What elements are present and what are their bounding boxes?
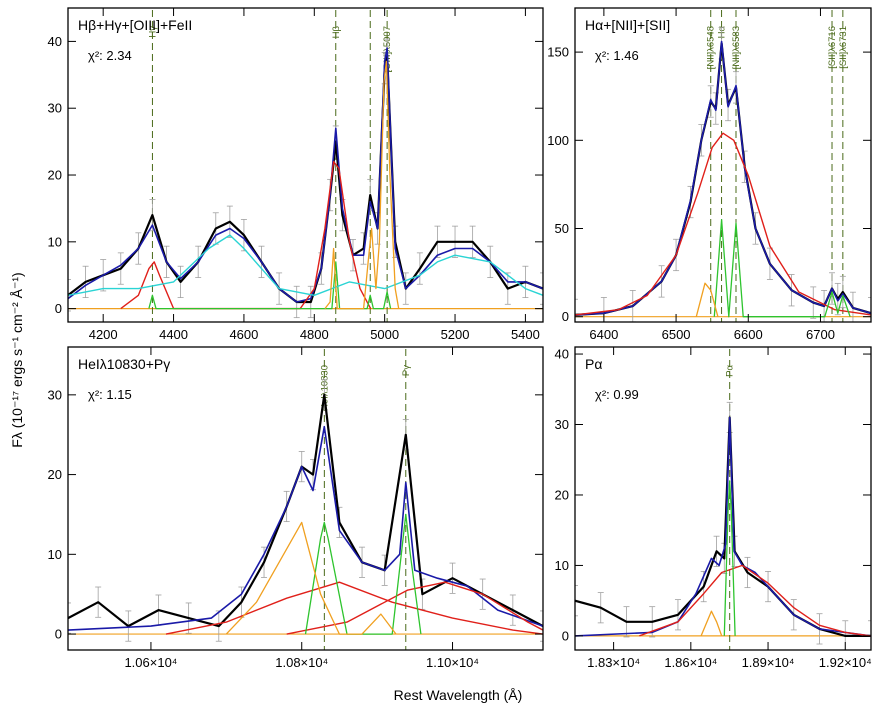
y-tick-label: 150 xyxy=(547,45,569,60)
series-broad-line xyxy=(575,132,871,316)
series-feii-line xyxy=(68,234,543,296)
plot-area xyxy=(575,401,871,650)
chi-squared-label: χ²: 0.99 xyxy=(595,387,639,402)
y-tick-label: 0 xyxy=(55,301,62,316)
panel-frame xyxy=(574,346,872,651)
y-tick-label: 0 xyxy=(55,627,62,642)
x-tick-label: 4200 xyxy=(89,327,118,342)
y-tick-label: 10 xyxy=(555,558,569,573)
plot-area xyxy=(68,379,543,642)
series-oiii_wing-line xyxy=(695,282,719,317)
line-marker-label: [SII]λ6716 xyxy=(827,26,838,69)
y-tick-label: 20 xyxy=(48,467,62,482)
panel-3: HeIλ10830 Pγ 1.06×10⁴ 1.08×10⁴ 1.10×10⁴ 0 10 20… xyxy=(48,346,544,670)
line-marker-label: HeIλ10830 xyxy=(319,365,330,411)
series-broad-line xyxy=(165,581,543,635)
y-tick-label: 0 xyxy=(562,309,569,324)
series-narrow-line xyxy=(713,219,851,318)
x-tick-label: 1.92×10⁴ xyxy=(819,655,872,670)
y-tick-label: 30 xyxy=(48,101,62,116)
chi-squared-label: χ²: 1.46 xyxy=(595,48,639,63)
panel-frame xyxy=(574,7,872,323)
line-marker-label: Hγ xyxy=(147,26,158,38)
x-tick-label: 1.08×10⁴ xyxy=(275,655,328,670)
panel-2: [NII]λ6548 Hα [NII]λ6583 [SII]λ6716 [SII]λ67… xyxy=(547,7,872,342)
panel-title: Hα+[NII]+[SII] xyxy=(585,17,670,33)
x-tick-label: 6700 xyxy=(806,327,835,342)
x-tick-label: 1.89×10⁴ xyxy=(742,655,795,670)
y-tick-label: 10 xyxy=(48,234,62,249)
y-tick-label: 100 xyxy=(547,133,569,148)
series-total-line xyxy=(575,416,871,637)
x-tick-label: 6400 xyxy=(589,327,618,342)
series-narrow-line xyxy=(304,513,422,635)
line-marker-label: [NII]λ6583 xyxy=(731,26,742,69)
y-tick-label: 30 xyxy=(555,417,569,432)
x-tick-label: 4400 xyxy=(159,327,188,342)
panel-frame xyxy=(67,346,544,651)
x-tick-label: 1.06×10⁴ xyxy=(124,655,177,670)
chi-squared-label: χ²: 1.15 xyxy=(88,387,132,402)
panel-frame xyxy=(67,7,544,323)
panel-title: Hβ+Hγ+[OIII]+FeII xyxy=(78,17,192,33)
y-tick-label: 30 xyxy=(48,387,62,402)
x-tick-label: 4600 xyxy=(229,327,258,342)
line-marker-label: Pα xyxy=(725,365,736,377)
series-total-line xyxy=(575,40,871,316)
x-tick-label: 4800 xyxy=(300,327,329,342)
shared-x-axis-label: Rest Wavelength (Å) xyxy=(394,687,523,703)
line-marker-label: [SII]λ6731 xyxy=(838,26,849,69)
series-oiii_wing-line xyxy=(225,521,397,635)
y-tick-label: 40 xyxy=(555,347,569,362)
panel-title: HeIλ10830+Pγ xyxy=(78,356,170,372)
y-tick-label: 20 xyxy=(555,487,569,502)
plot-area xyxy=(68,38,543,319)
series-total-line xyxy=(68,425,543,631)
series-data-line xyxy=(68,53,543,304)
shared-y-axis-label: Fλ (10⁻¹⁷ ergs s⁻¹ cm⁻² Å⁻¹) xyxy=(9,272,25,447)
series-oiii_wing-line xyxy=(324,60,400,310)
x-tick-label: 6500 xyxy=(662,327,691,342)
line-marker-label: Pγ xyxy=(401,365,412,376)
y-tick-label: 20 xyxy=(48,168,62,183)
y-tick-label: 50 xyxy=(555,221,569,236)
series-broad-line xyxy=(120,160,372,310)
x-tick-label: 5400 xyxy=(511,327,540,342)
x-tick-label: 5200 xyxy=(441,327,470,342)
chi-squared-label: χ²: 2.34 xyxy=(88,48,132,63)
series-data-line xyxy=(575,42,871,316)
line-marker-label: [NII]λ6548 xyxy=(706,26,717,69)
series-oiii_wing-line xyxy=(700,610,723,637)
panel-4: Pα 1.83×10⁴ 1.86×10⁴ 1.89×10⁴ 1.92×10⁴ 0 10 20 3… xyxy=(555,346,872,670)
y-tick-label: 10 xyxy=(48,547,62,562)
line-marker-label: Hα xyxy=(717,25,728,38)
line-marker-label: Hβ xyxy=(331,25,342,38)
x-tick-label: 1.83×10⁴ xyxy=(587,655,640,670)
plot-area xyxy=(575,27,871,322)
series-data-line xyxy=(68,393,543,628)
y-tick-label: 0 xyxy=(562,628,569,643)
series-narrow-line xyxy=(148,261,392,310)
series-data-line xyxy=(575,416,871,638)
x-tick-label: 6600 xyxy=(734,327,763,342)
series-broad-line xyxy=(286,581,543,635)
series-narrow-line xyxy=(723,480,736,636)
x-tick-label: 1.86×10⁴ xyxy=(664,655,717,670)
series-broad-line xyxy=(639,564,871,637)
y-tick-label: 40 xyxy=(48,34,62,49)
panel-title: Pα xyxy=(585,356,602,372)
x-tick-label: 5000 xyxy=(370,327,399,342)
x-tick-label: 1.10×10⁴ xyxy=(426,655,479,670)
